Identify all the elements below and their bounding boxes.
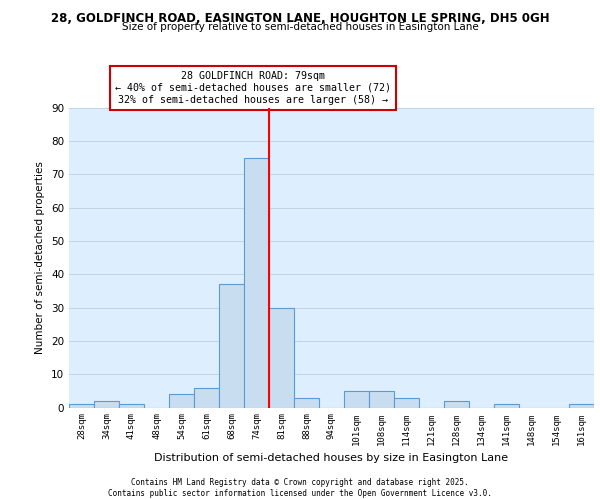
Bar — [169, 394, 194, 407]
Bar — [369, 391, 394, 407]
Bar — [69, 404, 94, 407]
Bar — [119, 404, 144, 407]
Bar — [244, 158, 269, 408]
Bar — [269, 308, 294, 408]
Bar — [94, 401, 119, 407]
Bar — [569, 404, 594, 407]
Bar — [394, 398, 419, 407]
Bar — [294, 398, 319, 407]
Y-axis label: Number of semi-detached properties: Number of semi-detached properties — [35, 161, 46, 354]
Text: Size of property relative to semi-detached houses in Easington Lane: Size of property relative to semi-detach… — [122, 22, 478, 32]
Text: 28 GOLDFINCH ROAD: 79sqm
← 40% of semi-detached houses are smaller (72)
32% of s: 28 GOLDFINCH ROAD: 79sqm ← 40% of semi-d… — [115, 72, 391, 104]
Bar — [194, 388, 219, 407]
Bar — [344, 391, 369, 407]
X-axis label: Distribution of semi-detached houses by size in Easington Lane: Distribution of semi-detached houses by … — [154, 453, 509, 463]
Bar — [494, 404, 519, 407]
Bar — [219, 284, 244, 408]
Text: Contains HM Land Registry data © Crown copyright and database right 2025.
Contai: Contains HM Land Registry data © Crown c… — [108, 478, 492, 498]
Text: 28, GOLDFINCH ROAD, EASINGTON LANE, HOUGHTON LE SPRING, DH5 0GH: 28, GOLDFINCH ROAD, EASINGTON LANE, HOUG… — [50, 12, 550, 26]
Bar — [444, 401, 469, 407]
